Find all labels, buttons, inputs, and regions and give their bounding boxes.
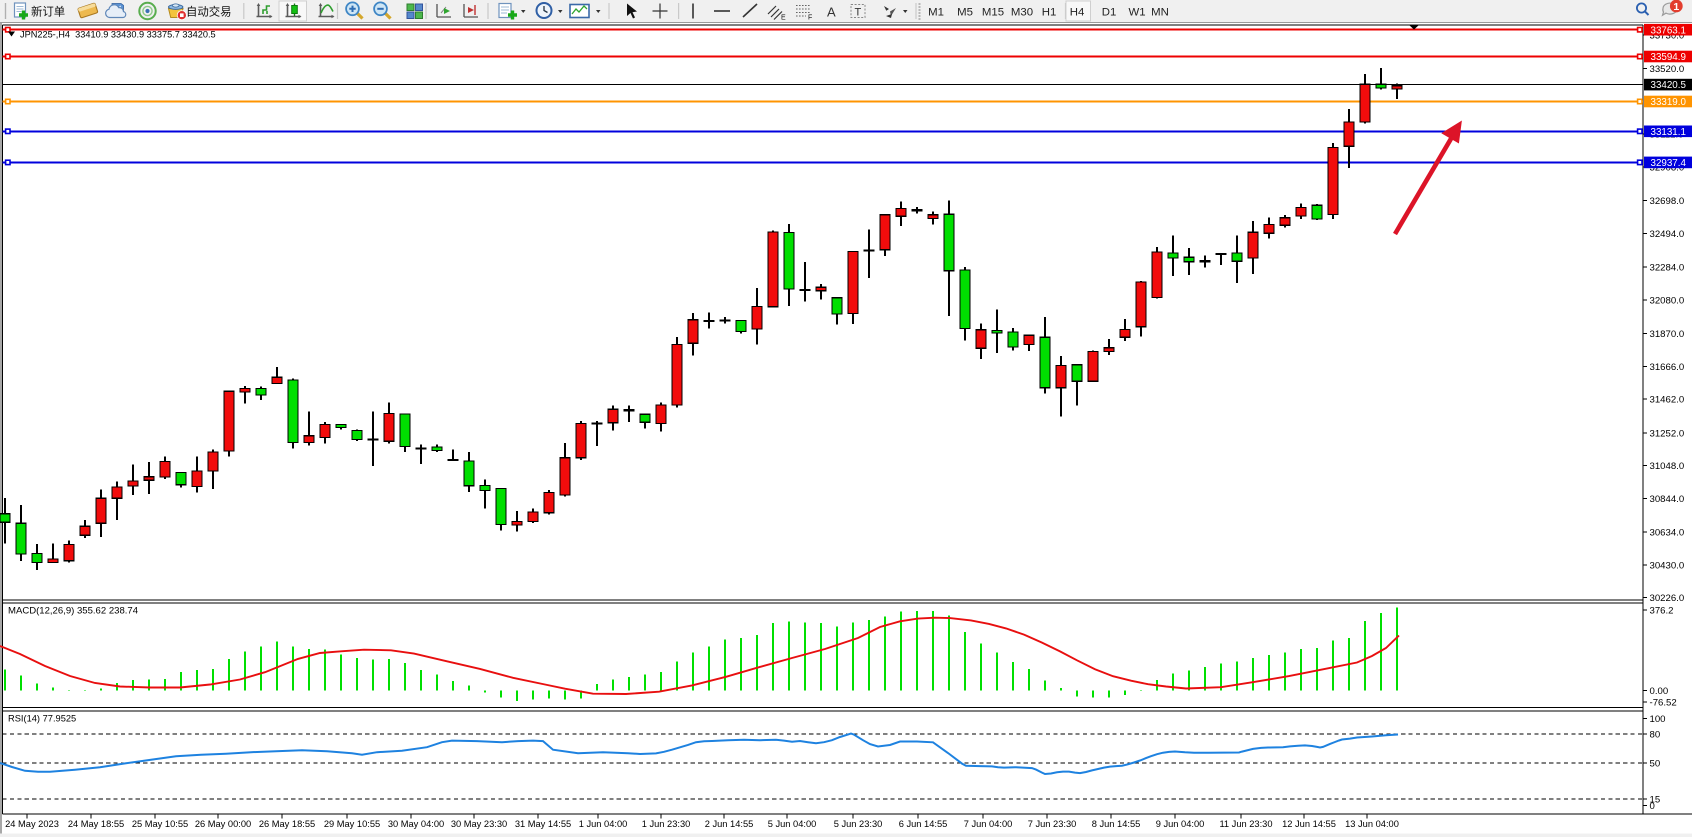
svg-text:8 Jun 14:55: 8 Jun 14:55 [1092,819,1141,829]
svg-text:7 Jun 04:00: 7 Jun 04:00 [964,819,1013,829]
svg-text:33131.1: 33131.1 [1651,127,1686,138]
svg-text:33763.1: 33763.1 [1651,25,1686,36]
svg-text:32494.0: 32494.0 [1650,229,1685,240]
svg-text:26 May 00:00: 26 May 00:00 [195,819,251,829]
svg-text:11 Jun 23:30: 11 Jun 23:30 [1219,819,1272,829]
svg-text:RSI(14) 77.9525: RSI(14) 77.9525 [8,714,76,724]
svg-text:0.00: 0.00 [1650,686,1669,697]
svg-text:30 May 04:00: 30 May 04:00 [388,819,444,829]
svg-text:30844.0: 30844.0 [1650,494,1685,505]
svg-text:31 May 14:55: 31 May 14:55 [515,819,571,829]
svg-text:MACD(12,26,9) 355.62 238.74: MACD(12,26,9) 355.62 238.74 [8,606,139,617]
svg-text:A: A [827,5,836,20]
svg-text:0: 0 [1650,801,1655,812]
svg-text:9 Jun 04:00: 9 Jun 04:00 [1156,819,1205,829]
svg-text:24 May 2023: 24 May 2023 [5,819,59,829]
svg-text:13 Jun 04:00: 13 Jun 04:00 [1345,819,1399,829]
svg-text:M1: M1 [928,7,944,19]
svg-text:30226.0: 30226.0 [1650,593,1685,604]
svg-text:2 Jun 14:55: 2 Jun 14:55 [705,819,754,829]
svg-text:T: T [855,7,862,19]
svg-text:15: 15 [1650,795,1661,806]
svg-text:31870.0: 31870.0 [1650,329,1685,340]
svg-text:-76.52: -76.52 [1650,698,1677,709]
svg-text:30634.0: 30634.0 [1650,528,1685,539]
svg-text:12 Jun 14:55: 12 Jun 14:55 [1282,819,1336,829]
svg-text:E: E [781,15,786,22]
svg-text:H4: H4 [1070,7,1085,19]
svg-text:376.2: 376.2 [1650,606,1674,617]
svg-text:50: 50 [1650,759,1661,770]
svg-text:6 Jun 14:55: 6 Jun 14:55 [899,819,948,829]
svg-text:24 May 18:55: 24 May 18:55 [68,819,124,829]
svg-text:33520.0: 33520.0 [1650,64,1685,75]
svg-text:32080.0: 32080.0 [1650,295,1685,306]
svg-text:31462.0: 31462.0 [1650,395,1685,406]
svg-text:31048.0: 31048.0 [1650,461,1685,472]
svg-text:1 Jun 23:30: 1 Jun 23:30 [642,819,691,829]
svg-text:自动交易: 自动交易 [186,5,232,19]
svg-text:31252.0: 31252.0 [1650,428,1685,439]
svg-text:29 May 10:55: 29 May 10:55 [324,819,380,829]
svg-text:MN: MN [1151,7,1169,19]
svg-text:32937.4: 32937.4 [1651,158,1687,169]
svg-text:100: 100 [1650,714,1666,725]
svg-text:1 Jun 04:00: 1 Jun 04:00 [579,819,628,829]
svg-text:7 Jun 23:30: 7 Jun 23:30 [1028,819,1077,829]
svg-text:F: F [808,15,812,22]
svg-text:M5: M5 [957,7,973,19]
svg-text:5 Jun 04:00: 5 Jun 04:00 [768,819,817,829]
svg-text:31666.0: 31666.0 [1650,362,1685,373]
svg-text:W1: W1 [1128,7,1145,19]
svg-text:H1: H1 [1042,7,1057,19]
svg-text:M30: M30 [1011,7,1033,19]
svg-text:30 May 23:30: 30 May 23:30 [451,819,507,829]
svg-text:80: 80 [1650,730,1661,741]
svg-text:33420.5: 33420.5 [1651,80,1687,91]
svg-text:32284.0: 32284.0 [1650,263,1685,274]
svg-text:33319.0: 33319.0 [1651,97,1687,108]
svg-text:26 May 18:55: 26 May 18:55 [259,819,315,829]
svg-text:M15: M15 [982,7,1004,19]
svg-text:30430.0: 30430.0 [1650,561,1685,572]
svg-text:32698.0: 32698.0 [1650,196,1685,207]
svg-text:33730.0: 33730.0 [1650,30,1685,41]
svg-text:新订单: 新订单 [31,5,65,19]
svg-text:5 Jun 23:30: 5 Jun 23:30 [834,819,883,829]
svg-text:D1: D1 [1102,7,1117,19]
svg-text:33594.9: 33594.9 [1651,52,1686,63]
svg-text:25 May 10:55: 25 May 10:55 [132,819,188,829]
svg-text:1: 1 [1673,1,1679,13]
svg-text:JPN225-,H4 33410.9 33430.9 33: JPN225-,H4 33410.9 33430.9 33375.7 33420… [20,30,216,40]
